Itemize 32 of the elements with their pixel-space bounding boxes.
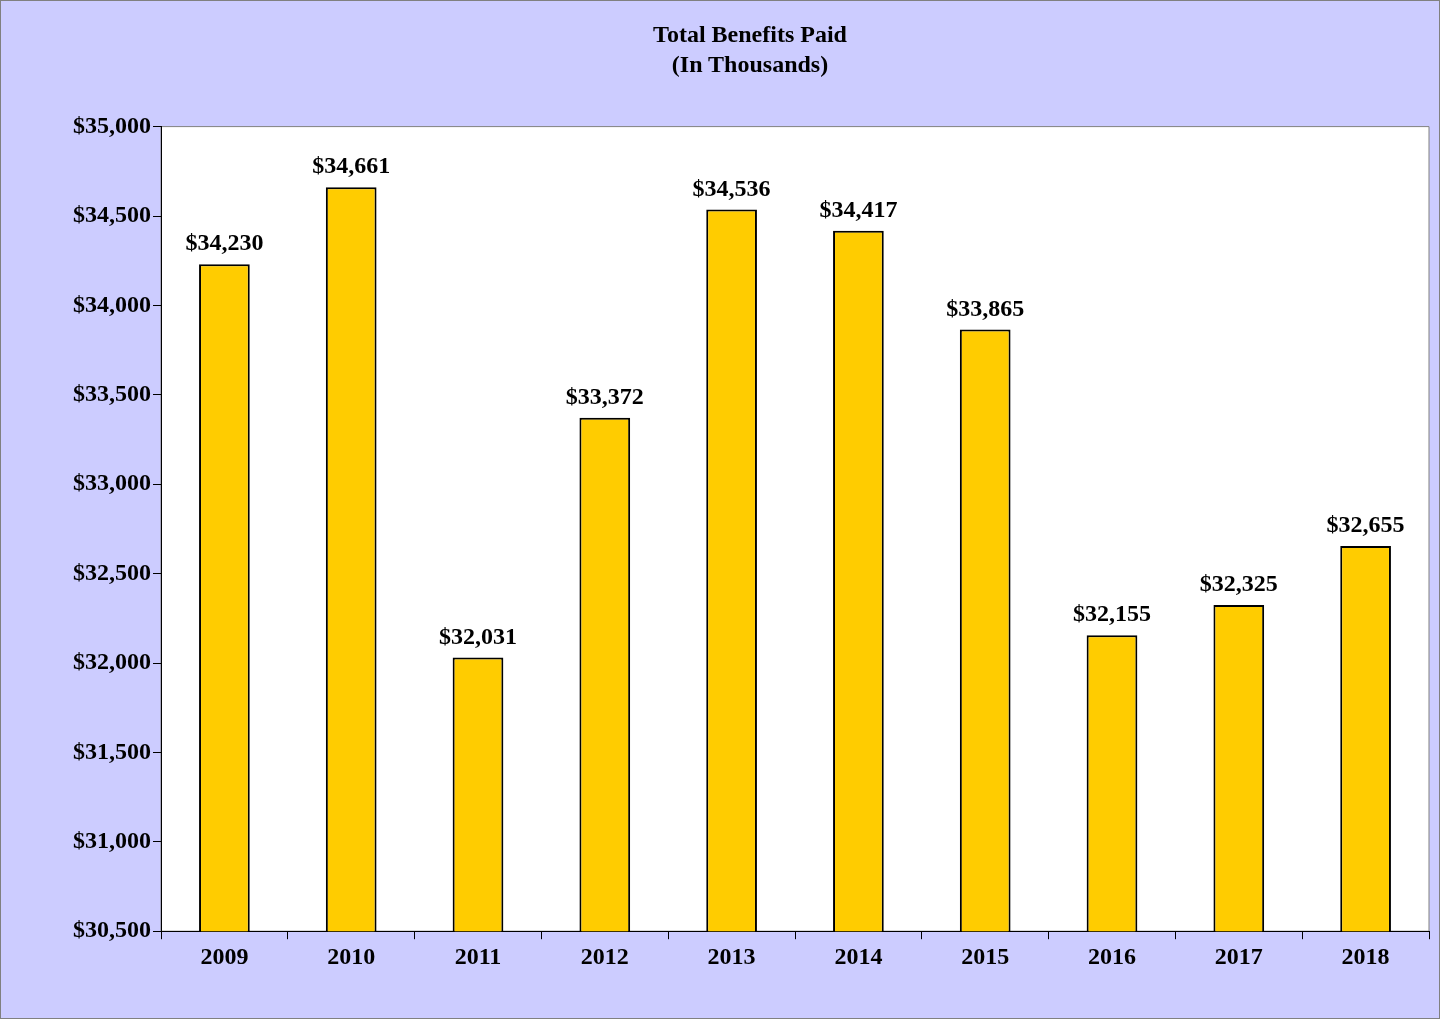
chart-subtitle: (In Thousands): [671, 51, 829, 78]
y-tick-label: $33,500: [73, 380, 151, 406]
chart-title: Total Benefits Paid: [653, 20, 848, 47]
x-tick-label: 2018: [1341, 942, 1390, 969]
y-tick-label: $31,500: [73, 737, 151, 764]
data-label: $33,865: [946, 294, 1025, 321]
data-label: $34,230: [185, 229, 264, 256]
x-tick-label: 2015: [961, 942, 1010, 969]
data-label: $33,372: [565, 382, 644, 409]
data-label: $34,661: [312, 152, 391, 179]
x-tick-label: 2011: [454, 942, 502, 969]
y-tick-label: $35,000: [73, 111, 151, 138]
y-tick-label: $33,000: [73, 469, 151, 496]
y-tick-label: $30,500: [73, 916, 151, 943]
y-tick-label: $32,500: [73, 558, 151, 585]
data-label: $34,417: [819, 196, 898, 223]
y-tick-label: $34,000: [73, 290, 151, 317]
data-label: $32,031: [439, 622, 517, 649]
y-tick-label: $32,000: [73, 648, 151, 675]
data-label: $32,155: [1073, 600, 1151, 627]
x-tick-label: 2013: [707, 942, 756, 969]
x-tick-label: 2012: [580, 942, 629, 969]
data-label: $32,325: [1199, 570, 1278, 597]
y-tick-label: $34,500: [73, 201, 151, 228]
y-tick-label: $31,000: [73, 827, 151, 853]
data-label: $34,536: [692, 174, 771, 201]
x-tick-label: 2017: [1214, 942, 1263, 969]
data-label: $32,655: [1326, 511, 1405, 538]
x-tick-label: 2016: [1088, 942, 1136, 969]
x-tick-label: 2010: [327, 942, 376, 969]
x-tick-label: 2009: [200, 942, 249, 969]
x-tick-label: 2014: [834, 942, 883, 969]
